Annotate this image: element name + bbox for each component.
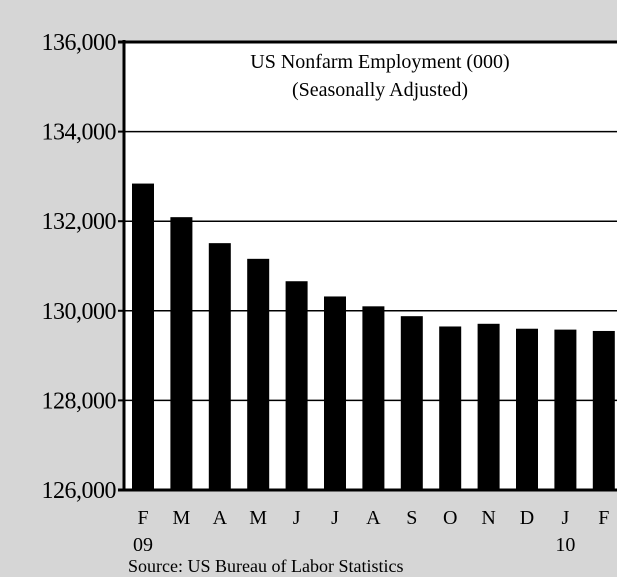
bar [324, 296, 346, 490]
chart-title: US Nonfarm Employment (000) [250, 51, 509, 73]
y-tick-label: 130,000 [42, 299, 117, 325]
x-tick-label: D [520, 507, 534, 529]
x-tick-label: J [331, 507, 339, 529]
bar [439, 326, 462, 490]
bar [592, 330, 615, 490]
x-tick-label: A [213, 507, 228, 529]
bar [170, 217, 193, 490]
bar [132, 183, 154, 490]
y-tick-label: 132,000 [42, 209, 117, 235]
x-tick-label: N [481, 507, 495, 529]
y-tick-label: 128,000 [42, 388, 117, 414]
x-tick-label: A [366, 507, 381, 529]
x-year-label: 09 [133, 534, 153, 556]
bar [285, 281, 308, 490]
x-tick-label: F [598, 507, 609, 529]
chart-subtitle: (Seasonally Adjusted) [292, 79, 468, 101]
x-tick-label: O [443, 507, 457, 529]
bar [208, 243, 231, 490]
x-tick-label: M [173, 507, 191, 529]
y-tick-label: 136,000 [42, 30, 117, 56]
bar [477, 323, 500, 490]
x-tick-label: F [137, 507, 148, 529]
bar [247, 258, 270, 490]
y-tick-labels: 126,000 128,000 130,000 132,000 134,000 136,0… [42, 30, 124, 504]
x-tick-label: S [406, 507, 417, 529]
x-tick-label: M [249, 507, 267, 529]
bar [400, 316, 423, 490]
source-note: Source: US Bureau of Labor Statistics [128, 556, 403, 576]
bar [554, 329, 577, 490]
y-tick-label: 126,000 [42, 478, 117, 504]
x-tick-label: J [293, 507, 301, 529]
bar [362, 306, 385, 490]
bars [132, 183, 615, 490]
bar [516, 328, 538, 490]
x-tick-label: J [562, 507, 570, 529]
x-year-label: 10 [555, 534, 575, 556]
y-tick-label: 134,000 [42, 120, 117, 146]
